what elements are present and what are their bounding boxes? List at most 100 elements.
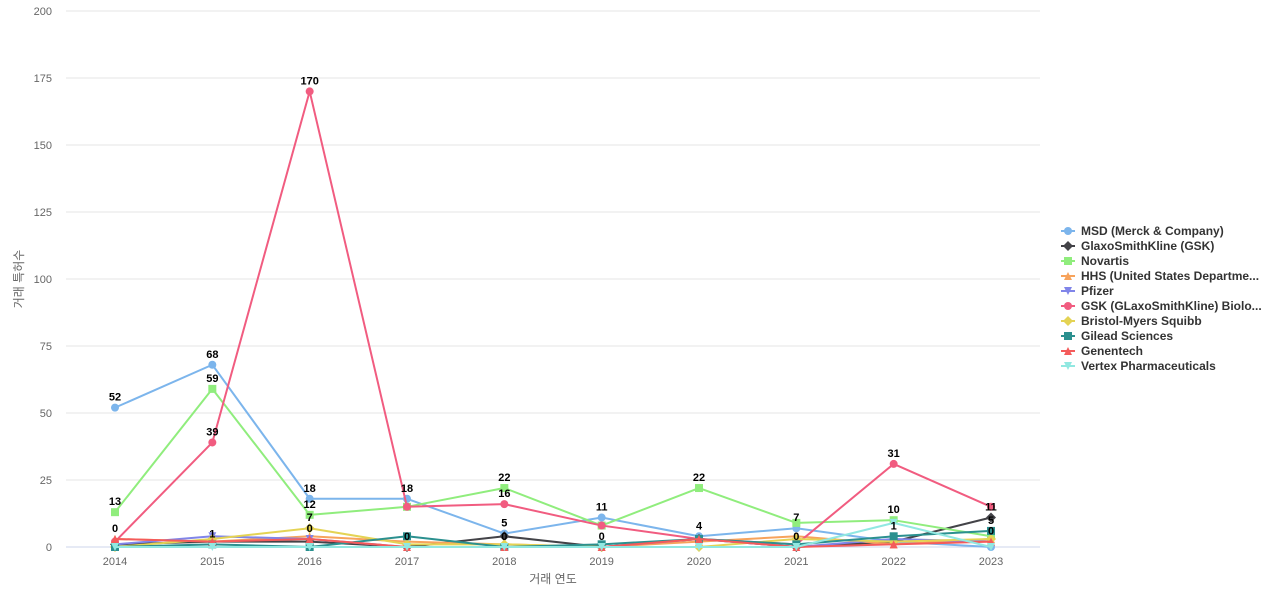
y-tick-label: 100 <box>34 274 52 286</box>
y-tick-label: 50 <box>40 408 52 420</box>
data-label: 68 <box>206 349 218 361</box>
data-label: 18 <box>304 483 316 495</box>
series-line <box>114 529 992 548</box>
legend-item[interactable]: Genentech <box>1061 344 1143 358</box>
legend-item[interactable]: Gilead Sciences <box>1061 329 1173 343</box>
data-label: 22 <box>498 472 510 484</box>
legend-item[interactable]: MSD (Merck & Company) <box>1061 224 1224 238</box>
data-point <box>305 494 314 503</box>
data-point <box>403 543 411 551</box>
data-label: 7 <box>307 512 313 524</box>
legend-item[interactable]: Pfizer <box>1061 284 1114 298</box>
legend-item[interactable]: GlaxoSmithKline (GSK) <box>1061 239 1214 253</box>
data-label: 16 <box>498 488 510 500</box>
series-line <box>114 90 992 546</box>
data-point <box>987 526 995 535</box>
legend-label: Gilead Sciences <box>1081 329 1173 343</box>
legend-marker <box>1063 241 1073 251</box>
legend-label: Bristol-Myers Squibb <box>1081 314 1202 328</box>
series-line <box>114 363 992 548</box>
legend-label: GSK (GLaxoSmithKline) Biolo... <box>1081 299 1262 313</box>
data-label: 0 <box>988 526 994 538</box>
data-point <box>208 543 217 551</box>
data-label: 10 <box>888 504 900 516</box>
y-tick-label: 150 <box>34 140 52 152</box>
data-point <box>305 534 314 543</box>
data-point <box>695 484 703 493</box>
y-tick-label: 175 <box>34 73 52 85</box>
data-point <box>208 384 217 393</box>
legend-marker <box>1064 302 1072 310</box>
data-label: 0 <box>793 531 799 543</box>
data-point <box>111 543 119 551</box>
series-line <box>114 516 992 548</box>
data-point <box>111 508 119 517</box>
legend-item[interactable]: GSK (GLaxoSmithKline) Biolo... <box>1061 299 1262 313</box>
data-label: 1 <box>209 528 215 540</box>
data-label: 0 <box>307 523 313 535</box>
data-point <box>597 543 606 551</box>
x-tick-label: 2018 <box>492 556 516 568</box>
legend-marker <box>1064 332 1072 340</box>
x-tick-label: 2023 <box>979 556 1003 568</box>
data-label: 5 <box>988 515 994 527</box>
data-point <box>305 543 314 551</box>
legend-item[interactable]: Vertex Pharmaceuticals <box>1061 359 1216 373</box>
data-label: 0 <box>501 531 507 543</box>
legend-marker <box>1063 316 1073 326</box>
data-point <box>111 403 119 412</box>
data-point <box>500 500 509 509</box>
grid <box>66 10 1040 548</box>
data-point <box>111 534 119 543</box>
x-tick-label: 2019 <box>589 556 613 568</box>
x-axis-title: 거래 연도 <box>529 572 577 586</box>
data-label: 0 <box>599 531 605 543</box>
legend-label: Novartis <box>1081 254 1129 268</box>
data-label: 18 <box>401 483 413 495</box>
data-label: 1 <box>891 520 897 532</box>
legend-label: MSD (Merck & Company) <box>1081 224 1224 238</box>
data-label: 170 <box>300 75 318 87</box>
data-point <box>305 87 314 96</box>
data-point <box>986 512 996 523</box>
data-label: 22 <box>693 472 705 484</box>
series-0 <box>111 360 995 551</box>
data-label: 52 <box>109 392 121 404</box>
data-label: 13 <box>109 496 121 508</box>
y-tick-label: 125 <box>34 207 52 219</box>
y-tick-label: 75 <box>40 341 52 353</box>
legend-label: Genentech <box>1081 344 1143 358</box>
y-axis-title: 거래 특허수 <box>12 250 26 309</box>
legend-marker <box>1064 287 1072 295</box>
series-line <box>114 387 992 538</box>
legend-label: Pfizer <box>1081 284 1114 298</box>
data-label: 11 <box>985 502 997 514</box>
legend-label: HHS (United States Departme... <box>1081 269 1259 283</box>
x-tick-label: 2016 <box>297 556 321 568</box>
data-point <box>208 438 217 447</box>
y-tick-label: 25 <box>40 475 52 487</box>
data-point <box>695 543 703 551</box>
data-point <box>403 502 411 511</box>
y-tick-label: 200 <box>34 6 52 18</box>
data-point <box>889 459 898 468</box>
legend-marker <box>1064 272 1072 280</box>
legend-label: Vertex Pharmaceuticals <box>1081 359 1216 373</box>
legend-label: GlaxoSmithKline (GSK) <box>1081 239 1214 253</box>
data-point <box>305 510 314 519</box>
series-group <box>110 87 996 552</box>
x-tick-label: 2014 <box>103 556 127 568</box>
legend-item[interactable]: Novartis <box>1061 254 1129 268</box>
data-label: 7 <box>793 512 799 524</box>
data-point <box>597 513 606 522</box>
legend-item[interactable]: Bristol-Myers Squibb <box>1061 314 1202 328</box>
data-label: 31 <box>888 448 900 460</box>
data-label: 0 <box>112 523 118 535</box>
legend-item[interactable]: HHS (United States Departme... <box>1061 269 1259 283</box>
series-line <box>115 521 992 548</box>
y-tick-label: 0 <box>46 542 52 554</box>
data-point <box>304 523 315 534</box>
